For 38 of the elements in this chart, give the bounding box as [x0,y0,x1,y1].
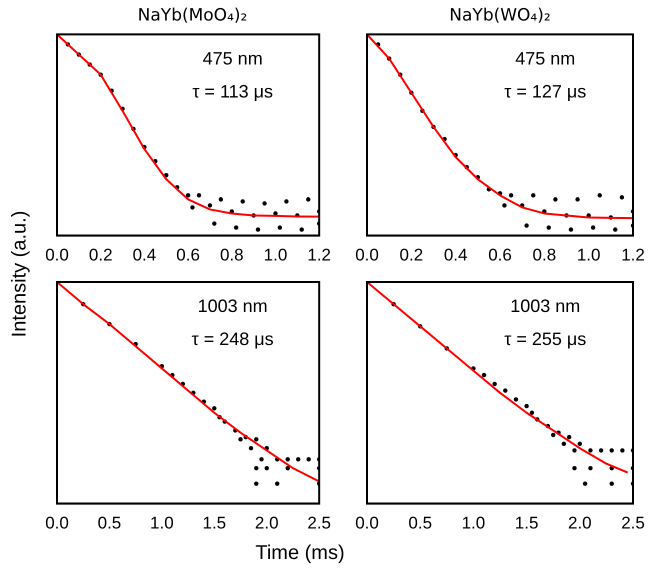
chart-title: NaYb(WO₄)₂ [449,6,551,26]
annotation: 475 nm [202,48,263,68]
x-tick-label: 0.4 [132,245,156,264]
x-tick-label: 0.5 [408,513,432,532]
x-tick-label: 1.0 [264,245,288,264]
x-tick-label: 0.2 [400,245,424,264]
annotation: τ = 248 μs [192,329,274,349]
annotation: τ = 255 μs [504,329,586,349]
x-tick-label: 2.0 [254,513,279,532]
x-tick-label: 0.8 [532,245,556,264]
x-tick-label: 1.0 [462,513,486,532]
x-tick-label: 2.5 [621,513,645,532]
x-tick-label: 0.0 [45,513,69,532]
annotation: 475 nm [515,48,576,68]
x-tick-label: 0.5 [98,513,122,532]
x-tick-label: 0.2 [88,245,113,264]
x-tick-label: 1.5 [202,513,226,532]
x-tick-label: 0.0 [355,245,379,264]
x-tick-label: 0.0 [355,513,379,532]
x-tick-label: 1.0 [150,513,174,532]
x-axis-title: Time (ms) [255,542,345,565]
x-tick-label: 1.2 [621,245,645,264]
y-axis-title: Intensity (a.u.) [8,210,32,338]
annotation: τ = 113 μs [192,81,274,102]
x-tick-label: 0.6 [176,245,200,264]
x-tick-label: 0.4 [444,245,468,264]
annotation: 1003 nm [510,296,580,316]
annotation: τ = 127 μs [504,81,586,102]
x-tick-label: 2.5 [307,513,332,532]
x-tick-label: 0.6 [488,245,512,264]
x-tick-label: 2.0 [568,513,592,532]
x-tick-label: 0.8 [220,245,244,264]
chart-title: NaYb(MoO₄)₂ [138,6,248,26]
x-tick-label: 1.2 [307,245,332,264]
x-tick-label: 1.0 [576,245,600,264]
x-tick-label: 0.0 [45,245,69,264]
x-tick-label: 1.5 [514,513,538,532]
annotation: 1003 nm [198,296,268,316]
